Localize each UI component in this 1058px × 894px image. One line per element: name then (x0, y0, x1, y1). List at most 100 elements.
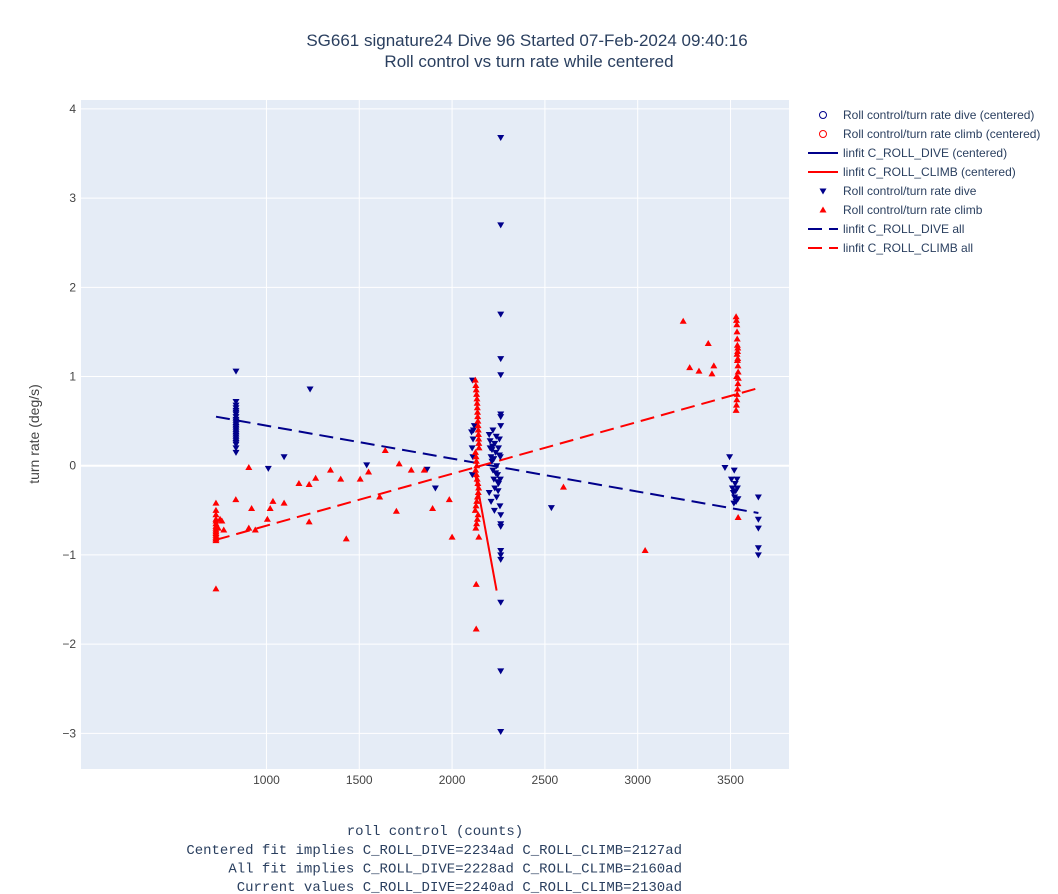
climb-point (474, 431, 482, 437)
dive-point (497, 512, 505, 519)
climb-point (395, 460, 403, 467)
dive-point (497, 556, 505, 563)
climb-point (819, 206, 827, 213)
legend-item[interactable]: Roll control/turn rate dive (819, 184, 977, 198)
chart-title: SG661 signature24 Dive 96 Started 07-Feb… (306, 31, 747, 50)
dive-point (497, 372, 505, 379)
fit-summary: Centered fit implies C_ROLL_DIVE=2234ad … (186, 843, 682, 894)
dive-point (232, 441, 240, 448)
dive-point (468, 472, 476, 479)
climb-point (245, 464, 253, 471)
climb-point (356, 475, 364, 482)
climb-point (365, 468, 373, 475)
climb-point (472, 625, 480, 632)
legend-item[interactable]: linfit C_ROLL_DIVE (centered) (808, 146, 1007, 160)
plot-area (81, 100, 789, 769)
dive-point (497, 547, 505, 554)
dive-point (734, 496, 742, 503)
climb-point (679, 317, 687, 324)
dive-point (431, 485, 439, 492)
climb-point (245, 524, 253, 531)
x-tick-label: 3000 (624, 773, 651, 787)
dive-point (468, 445, 476, 452)
legend-label: linfit C_ROLL_CLIMB (centered) (843, 165, 1016, 179)
climb-point (212, 537, 220, 544)
dive-point (490, 456, 498, 463)
dive-point (731, 494, 739, 501)
legend-label: linfit C_ROLL_DIVE (centered) (843, 146, 1007, 160)
dive-point (486, 438, 494, 445)
climb-point (475, 435, 483, 442)
dive-point (493, 494, 501, 501)
legend-label: Roll control/turn rate climb (843, 203, 983, 217)
chart-subtitle: Roll control vs turn rate while centered (384, 52, 673, 71)
legend-label: Roll control/turn rate climb (centered) (843, 127, 1040, 141)
dive-point (497, 423, 505, 430)
dive-point (497, 414, 505, 421)
legend-label: linfit C_ROLL_CLIMB all (843, 241, 973, 255)
dive-point (497, 134, 505, 141)
legend-item[interactable]: Roll control/turn rate climb (819, 203, 983, 217)
x-tick-label: 3500 (717, 773, 744, 787)
climb-point (269, 497, 277, 504)
dive-point (492, 470, 500, 477)
climb-point (232, 496, 240, 503)
climb-point (475, 533, 483, 540)
climb-point (475, 484, 483, 491)
legend-item[interactable]: linfit C_ROLL_CLIMB (centered) (808, 165, 1016, 179)
dive-point (494, 445, 502, 452)
climb-point (734, 385, 742, 392)
dive-point (470, 423, 478, 430)
y-tick-label: −3 (62, 726, 76, 740)
legend-item[interactable]: Roll control/turn rate dive (centered) (819, 108, 1035, 122)
dive-point (492, 433, 500, 440)
dive-point (306, 386, 314, 393)
climb-point (473, 399, 481, 406)
legend: Roll control/turn rate dive (centered) Ro… (808, 108, 1040, 255)
legend-label: Roll control/turn rate dive (centered) (843, 108, 1034, 122)
dive-point (733, 476, 741, 483)
climb-point (732, 406, 740, 413)
dive-point (264, 465, 272, 472)
climb-point (733, 335, 741, 342)
climb-point (475, 444, 483, 451)
plot-content (212, 134, 762, 736)
dive-point (232, 449, 240, 456)
climb-point (734, 348, 742, 355)
dive-point (493, 463, 501, 470)
climb-point (734, 380, 742, 387)
climb-point (472, 580, 480, 587)
dive-point (232, 368, 240, 375)
climb-point (708, 370, 716, 377)
climb-point (474, 417, 482, 424)
dive-point (754, 494, 762, 501)
dive-point (495, 436, 503, 443)
legend-item[interactable]: linfit C_ROLL_DIVE all (808, 222, 964, 236)
climb-point (641, 546, 649, 553)
climb-point (732, 316, 740, 323)
dive-point (497, 668, 505, 675)
climb-point (474, 413, 482, 420)
climb-point (733, 373, 741, 380)
climb-point (734, 344, 742, 351)
dive-point (469, 427, 477, 434)
legend-item[interactable]: linfit C_ROLL_CLIMB all (808, 241, 973, 255)
dive-point (232, 445, 240, 452)
dive-point (497, 552, 505, 559)
climb-point (212, 511, 220, 518)
dive-point (728, 485, 736, 492)
climb-point (733, 356, 741, 363)
x-tick-label: 1500 (346, 773, 373, 787)
climb-point (471, 376, 479, 383)
y-axis-title: turn rate (deg/s) (26, 384, 42, 484)
dive-point (497, 222, 505, 229)
climb-point (220, 526, 228, 533)
climb-point (471, 448, 479, 455)
dive-point (754, 552, 762, 559)
dive-point (488, 447, 496, 454)
climb-point (392, 507, 400, 514)
climb-point (472, 524, 480, 531)
dive-point (754, 545, 762, 552)
legend-item[interactable]: Roll control/turn rate climb (centered) (819, 127, 1041, 141)
dive-point (232, 398, 240, 405)
